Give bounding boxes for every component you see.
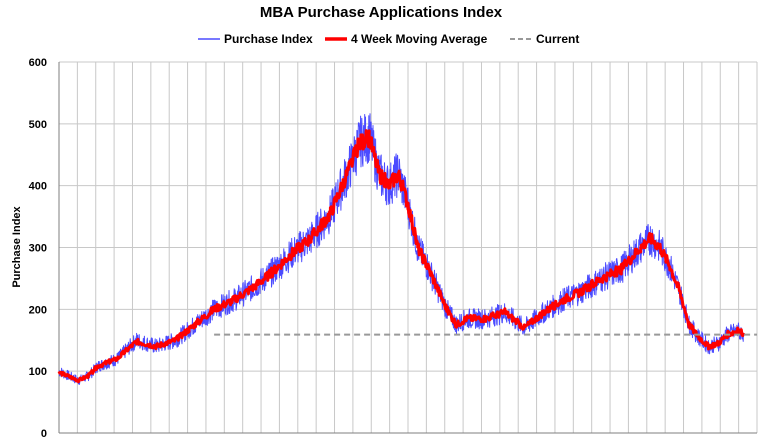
y-axis-label: Purchase Index: [11, 205, 23, 287]
legend-item-purchase-index: Purchase Index: [198, 32, 313, 46]
y-tick-label: 400: [29, 181, 47, 193]
y-tick-label: 300: [29, 243, 47, 255]
y-tick-label: 600: [29, 57, 47, 69]
y-tick-label: 500: [29, 119, 47, 131]
y-tick-label: 200: [29, 304, 47, 316]
chart-title: MBA Purchase Applications Index: [260, 4, 503, 21]
legend-label: Purchase Index: [224, 32, 313, 46]
legend-label: 4 Week Moving Average: [351, 32, 488, 46]
series-purchase-index-line: [58, 113, 744, 385]
grid: [58, 61, 758, 434]
axes: 0 100 200 300 400 500 600: [29, 57, 757, 440]
legend-label: Current: [536, 32, 579, 46]
legend: Purchase Index 4 Week Moving Average Curre…: [198, 32, 579, 46]
y-tick-label: 100: [29, 366, 47, 378]
series-layer: [57, 113, 757, 385]
legend-item-current: Current: [510, 32, 579, 46]
y-tick-label: 0: [41, 428, 47, 440]
series-moving-average-line: [57, 129, 745, 384]
legend-item-moving-average: 4 Week Moving Average: [325, 32, 488, 46]
